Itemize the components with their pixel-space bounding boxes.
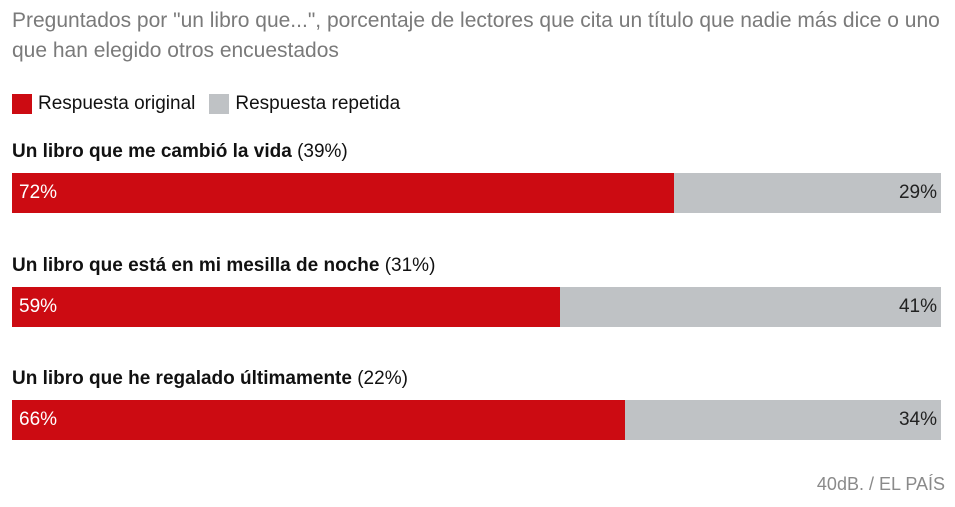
value-label-repeated: 29% xyxy=(898,182,937,203)
stacked-bar: 59% 41% xyxy=(12,287,941,327)
category-share: (22%) xyxy=(351,368,408,389)
source-credit: 40dB. / EL PAÍS xyxy=(816,474,945,494)
legend: Respuesta original Respuesta repetida xyxy=(12,93,414,115)
category-name: Un libro que está en mi mesilla de noche xyxy=(12,255,380,276)
legend-swatch-repeated xyxy=(209,94,230,114)
legend-item-repeated: Respuesta repetida xyxy=(209,93,400,115)
legend-label-repeated: Respuesta repetida xyxy=(235,93,401,114)
category-share: (39%) xyxy=(291,141,348,162)
bar-segment-repeated xyxy=(560,287,941,327)
category-label: Un libro que he regalado últimamente (22… xyxy=(12,368,408,390)
category-name: Un libro que me cambió la vida xyxy=(12,141,292,162)
value-label-repeated: 34% xyxy=(898,409,937,430)
bar-segment-original xyxy=(12,400,625,440)
stacked-bar: 72% 29% xyxy=(12,173,941,213)
stacked-bar: 66% 34% xyxy=(12,400,941,440)
legend-swatch-original xyxy=(12,94,32,114)
value-label-original: 66% xyxy=(19,409,58,430)
bar-segment-repeated xyxy=(625,400,941,440)
legend-label-original: Respuesta original xyxy=(38,93,196,114)
legend-item-original: Respuesta original xyxy=(12,93,195,115)
category-label: Un libro que está en mi mesilla de noche… xyxy=(12,255,435,277)
value-label-original: 59% xyxy=(19,296,58,317)
bar-segment-repeated xyxy=(674,173,941,213)
bar-segment-original xyxy=(12,287,560,327)
category-label: Un libro que me cambió la vida (39%) xyxy=(12,141,348,163)
value-label-repeated: 41% xyxy=(898,296,937,317)
category-name: Un libro que he regalado últimamente xyxy=(12,368,352,389)
bar-segment-original xyxy=(12,173,674,213)
chart-title: Preguntados por "un libro que...", porce… xyxy=(12,9,940,62)
category-share: (31%) xyxy=(379,255,436,276)
value-label-original: 72% xyxy=(19,182,58,203)
